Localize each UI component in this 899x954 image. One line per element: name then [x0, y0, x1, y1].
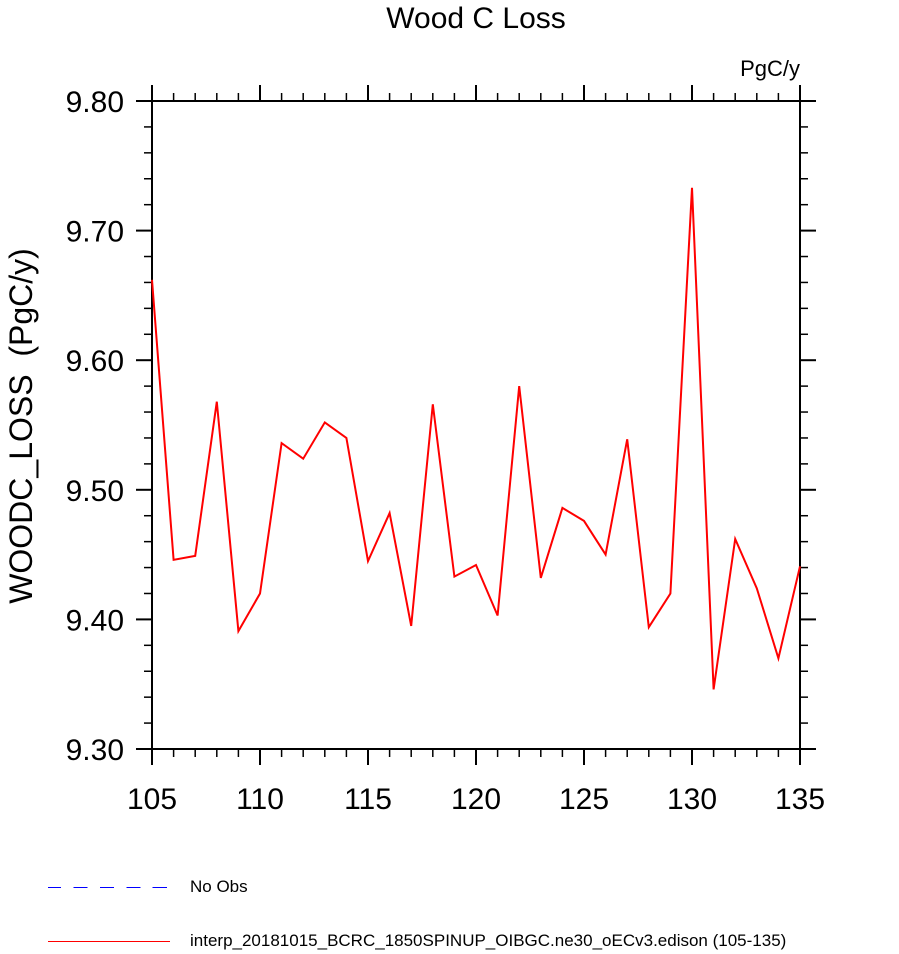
y-tick-label: 9.60 — [66, 345, 124, 378]
legend-swatch-no-obs — [48, 886, 170, 888]
legend-label-model-run: interp_20181015_BCRC_1850SPINUP_OIBGC.ne… — [190, 931, 787, 950]
x-tick-label: 125 — [559, 783, 609, 816]
legend-label-no-obs: No Obs — [190, 877, 248, 896]
legend-item-model-run: interp_20181015_BCRC_1850SPINUP_OIBGC.ne… — [48, 931, 786, 951]
x-tick-label: 130 — [667, 783, 717, 816]
y-tick-label: 9.30 — [66, 734, 124, 767]
x-tick-label: 120 — [451, 783, 501, 816]
legend-item-no-obs: No Obs — [48, 877, 248, 897]
x-tick-label: 105 — [127, 783, 177, 816]
y-tick-label: 9.40 — [66, 604, 124, 637]
x-tick-label: 110 — [236, 783, 284, 816]
y-tick-label: 9.70 — [66, 216, 124, 249]
y-tick-label: 9.80 — [66, 86, 124, 119]
legend-swatch-model-run — [48, 940, 170, 942]
series-line-0 — [151, 187, 801, 690]
axes-group: 105 110 115 120 125 130 135 9.30 9.40 9.50 9.60 9.7… — [66, 85, 825, 816]
x-tick-label: 135 — [775, 783, 825, 816]
x-tick-label: 115 — [344, 783, 392, 816]
y-tick-label: 9.50 — [66, 475, 124, 508]
y-axis-label: WOODC_LOSS (PgC/y) — [3, 248, 39, 604]
chart-title: Wood C Loss — [386, 2, 566, 35]
series-group — [151, 187, 801, 690]
units-label: PgC/y — [740, 56, 800, 81]
